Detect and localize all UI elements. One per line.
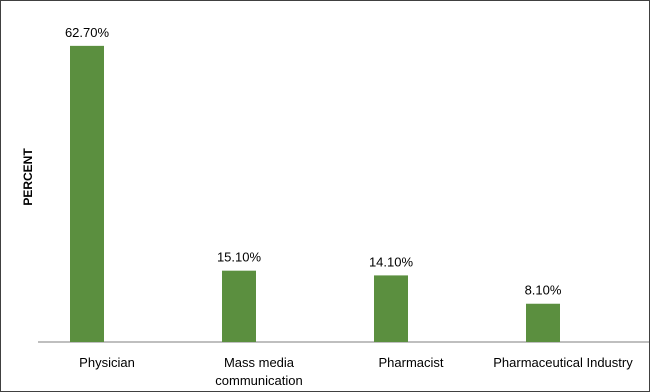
bar-2 <box>374 275 408 342</box>
data-label-3: 8.10% <box>525 283 562 298</box>
data-label-2: 14.10% <box>369 254 414 269</box>
x-tick-label-1-line-0: Mass media <box>224 355 295 370</box>
bar-0 <box>70 45 104 343</box>
bars-layer <box>70 45 560 343</box>
bar-3 <box>526 303 560 342</box>
x-tick-labels-layer: Physician Mass media communication Pharmaci… <box>79 355 633 388</box>
x-tick-label-1-line-1: communication <box>215 373 302 388</box>
data-label-0: 62.70% <box>65 25 110 40</box>
data-labels-layer: 62.70% 15.10% 14.10% 8.10% <box>65 25 562 298</box>
x-tick-label-2: Pharmacist <box>378 355 443 370</box>
y-axis-title: PERCENT <box>21 148 35 206</box>
x-tick-label-3: Pharmaceutical Industry <box>493 355 633 370</box>
data-label-1: 15.10% <box>217 250 262 265</box>
bar-1 <box>222 270 256 342</box>
x-tick-label-0: Physician <box>79 355 135 370</box>
